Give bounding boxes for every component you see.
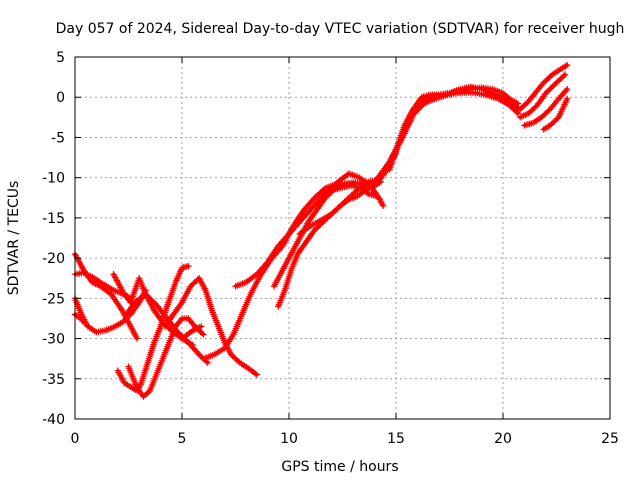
y-tick-label: -30 (42, 332, 65, 348)
y-tick-label: -25 (42, 291, 65, 307)
x-tick-label: 10 (280, 431, 298, 447)
series-track-19 (508, 61, 571, 113)
series-track-10 (178, 323, 205, 342)
y-tick-label: -10 (42, 171, 65, 187)
tick-labels: 0 5 10 15 20 25 5 0 -5 -10 -15 -20 -25 -30 -35 -40 (42, 50, 619, 447)
chart-title: Day 057 of 2024, Sidereal Day-to-day VTE… (56, 21, 625, 37)
series-track-22 (540, 95, 571, 133)
y-tick-label: -20 (42, 251, 65, 267)
series-markers (516, 71, 569, 121)
x-tick-label: 15 (387, 431, 405, 447)
series-markers (317, 170, 387, 210)
series-track-18 (392, 89, 522, 153)
y-tick-label: -5 (51, 130, 65, 146)
y-axis-label: SDTVAR / TECUs (6, 181, 22, 296)
series-track-8 (125, 315, 207, 400)
series-markers (178, 323, 205, 342)
series-markers (125, 315, 207, 400)
series-markers (161, 275, 261, 378)
series-markers (508, 61, 571, 113)
plot-border (74, 56, 611, 420)
series-markers (123, 291, 211, 366)
plot-frame (74, 56, 611, 420)
y-tick-label: 0 (56, 90, 65, 106)
y-tick-label: -40 (42, 412, 65, 428)
series-markers (540, 95, 571, 133)
series-markers (521, 85, 571, 129)
x-axis-label: GPS time / hours (281, 459, 398, 475)
y-tick-label: -35 (42, 372, 65, 388)
grid-lines (75, 57, 610, 419)
x-tick-label: 0 (71, 431, 80, 447)
y-tick-label: -15 (42, 211, 65, 227)
x-tick-label: 20 (494, 431, 512, 447)
series-track-20 (516, 71, 569, 121)
data-series (71, 61, 571, 400)
series-markers (392, 89, 522, 153)
x-tick-label: 5 (178, 431, 187, 447)
series-track-9 (161, 275, 261, 378)
series-track-16 (317, 170, 387, 210)
series-track-21 (521, 85, 571, 129)
y-tick-label: 5 (56, 50, 65, 66)
series-track-15 (296, 150, 400, 238)
x-tick-label: 25 (601, 431, 619, 447)
series-track-6 (123, 291, 211, 366)
